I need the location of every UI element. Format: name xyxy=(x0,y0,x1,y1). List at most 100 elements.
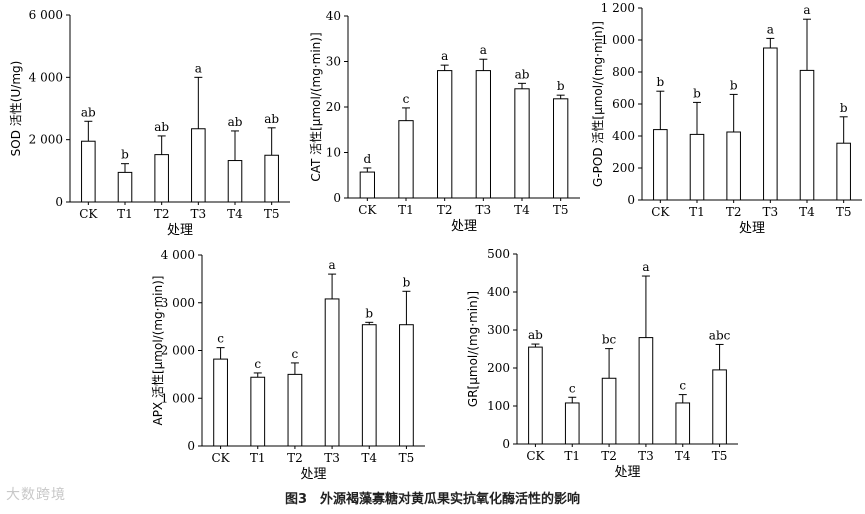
y-tick-label: 300 xyxy=(487,323,510,337)
bar-t4 xyxy=(675,402,691,445)
y-tick-label: 4 000 xyxy=(161,248,195,262)
bar-t1 xyxy=(689,133,705,201)
x-axis-title: 处理 xyxy=(167,223,193,238)
x-tick-label: T5 xyxy=(712,449,728,463)
x-tick-label: T5 xyxy=(264,207,280,221)
bar-t1 xyxy=(117,171,133,203)
bar-t5 xyxy=(264,154,279,203)
bar-t3 xyxy=(475,70,491,199)
x-tick-label: T2 xyxy=(437,203,453,217)
x-tick-label: CK xyxy=(358,203,377,217)
bar-t1 xyxy=(250,376,266,447)
x-tick-label: T2 xyxy=(601,449,617,463)
significance-letter: ab xyxy=(81,105,96,119)
x-tick-label: T4 xyxy=(361,451,377,465)
y-tick-label: 200 xyxy=(612,161,635,175)
bar-t4 xyxy=(514,88,530,199)
x-tick-label: T1 xyxy=(564,449,580,463)
y-tick-label: 0 xyxy=(502,437,510,451)
x-tick-label: T1 xyxy=(398,203,414,217)
significance-letter: a xyxy=(803,3,810,17)
bar-t3 xyxy=(638,337,654,445)
x-axis-title: 处理 xyxy=(614,465,640,480)
significance-letter: a xyxy=(329,258,336,272)
y-tick-label: 200 xyxy=(487,361,510,375)
y-tick-label: 400 xyxy=(612,129,635,143)
chart-panel-cat: 0 10 20 30 40 d CK c T1 a T2 a T3 ab T4 b T5 处理 CAT 活性[μmo… xyxy=(309,9,580,234)
significance-letter: b xyxy=(365,306,373,320)
y-tick-label: 600 xyxy=(612,97,635,111)
bar-ck xyxy=(359,171,375,199)
bar-t3 xyxy=(763,47,778,201)
y-tick-label: 6 000 xyxy=(29,8,63,22)
x-tick-label: T4 xyxy=(675,449,691,463)
y-tick-label: 10 xyxy=(326,146,341,160)
bar-ck xyxy=(213,358,228,447)
significance-letter: c xyxy=(569,381,576,395)
significance-letter: ab xyxy=(528,328,543,342)
bar-t5 xyxy=(712,369,727,445)
bar-t5 xyxy=(553,98,569,199)
bar-t3 xyxy=(191,128,206,203)
y-tick-label: 30 xyxy=(326,55,341,69)
x-tick-label: T5 xyxy=(836,205,852,219)
x-tick-label: CK xyxy=(79,207,98,221)
bar-t2 xyxy=(287,373,303,447)
x-axis-title: 处理 xyxy=(451,219,477,234)
y-axis-title: G-POD 活性[μmol/(mg·min)] xyxy=(591,21,605,187)
y-tick-label: 2 000 xyxy=(161,344,195,358)
x-tick-label: T5 xyxy=(399,451,415,465)
y-tick-label: 100 xyxy=(487,399,510,413)
significance-letter: ab xyxy=(228,115,243,129)
bar-t5 xyxy=(399,324,414,447)
significance-letter: c xyxy=(403,92,410,106)
chart-panel-sod: 0 2 000 4 000 6 000 ab CK b T1 ab T2 a T3 ab T4 ab T5 处理… xyxy=(9,8,290,238)
x-tick-label: T4 xyxy=(227,207,243,221)
significance-letter: ab xyxy=(264,112,279,126)
y-axis-title: CAT 活性[μmol/(mg·min)] xyxy=(309,32,323,181)
chart-panel-gr: 0 100 200 300 400 500 ab CK c T1 bc T2 a T3 c T4 abc T5 处理… xyxy=(466,247,738,480)
x-tick-label: T4 xyxy=(514,203,530,217)
bar-t2 xyxy=(726,131,741,201)
bar-ck xyxy=(653,129,668,201)
y-tick-label: 0 xyxy=(187,439,195,453)
bar-t2 xyxy=(601,377,617,445)
x-tick-label: T3 xyxy=(638,449,654,463)
y-tick-label: 400 xyxy=(487,285,510,299)
y-axis-title: GR[μmol/(mg·min)] xyxy=(466,291,480,407)
significance-letter: d xyxy=(363,152,371,166)
bar-t3 xyxy=(324,298,340,447)
x-tick-label: CK xyxy=(526,449,545,463)
significance-letter: c xyxy=(679,379,686,393)
chart-panel-apx: 0 1 000 2 000 3 000 4 000 c CK c T1 c T2 a T3 b T4 b T5 处… xyxy=(151,248,425,482)
x-axis-title: 处理 xyxy=(300,467,326,482)
y-tick-label: 1 200 xyxy=(601,1,635,15)
bar-ck xyxy=(528,346,543,445)
watermark: 大数跨境 xyxy=(6,487,66,503)
x-tick-label: T4 xyxy=(799,205,815,219)
significance-letter: a xyxy=(642,260,649,274)
bar-t4 xyxy=(361,324,377,447)
significance-letter: bc xyxy=(602,333,617,347)
x-tick-label: T3 xyxy=(191,207,207,221)
significance-letter: b xyxy=(403,275,411,289)
bar-t4 xyxy=(799,69,815,201)
y-tick-label: 3 000 xyxy=(161,296,195,310)
y-tick-label: 0 xyxy=(333,191,341,205)
bar-t4 xyxy=(227,160,243,203)
y-tick-label: 1 000 xyxy=(601,33,635,47)
y-tick-label: 40 xyxy=(326,9,341,23)
significance-letter: b xyxy=(557,79,565,93)
figure-caption: 图3 外源褐藻寡糖对黄瓜果实抗氧化酶活性的影响 xyxy=(284,492,581,507)
bar-t5 xyxy=(836,142,851,201)
x-tick-label: T3 xyxy=(324,451,340,465)
significance-letter: a xyxy=(480,43,487,57)
x-tick-label: T2 xyxy=(726,205,742,219)
x-axis-title: 处理 xyxy=(739,221,765,236)
y-tick-label: 800 xyxy=(612,65,635,79)
x-tick-label: T1 xyxy=(250,451,266,465)
significance-letter: c xyxy=(254,357,261,371)
y-tick-label: 2 000 xyxy=(29,133,63,147)
x-tick-label: T3 xyxy=(763,205,779,219)
